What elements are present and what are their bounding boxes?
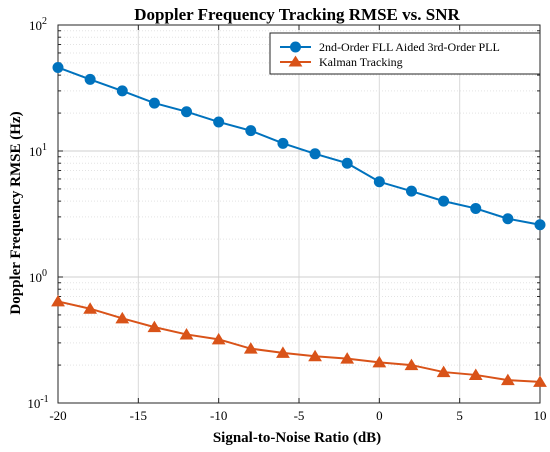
data-point-kalman: [147, 320, 162, 333]
data-point-pll: [181, 106, 193, 118]
data-point-kalman: [436, 365, 451, 378]
data-point-pll: [438, 195, 450, 207]
legend-label-pll: 2nd-Order FLL Aided 3rd-Order PLL: [319, 40, 500, 54]
y-tick-label: 101: [29, 142, 47, 159]
y-axis-label: Doppler Frequency RMSE (Hz): [8, 111, 24, 314]
data-point-pll: [245, 125, 257, 137]
data-point-pll: [470, 202, 482, 214]
legend-label-kalman: Kalman Tracking: [319, 55, 403, 69]
data-point-kalman: [372, 355, 387, 368]
x-tick-label: -15: [130, 408, 147, 423]
data-point-kalman: [404, 358, 419, 371]
data-point-pll: [148, 97, 160, 109]
data-point-pll: [309, 148, 321, 160]
data-point-pll: [502, 213, 514, 225]
legend-marker-kalman: [288, 55, 303, 67]
data-point-kalman: [179, 327, 194, 340]
data-point-pll: [534, 219, 546, 231]
data-point-kalman: [211, 332, 226, 345]
data-point-pll: [341, 157, 353, 169]
data-point-kalman: [51, 294, 65, 307]
data-point-kalman: [500, 373, 515, 386]
data-point-pll: [52, 61, 64, 73]
data-point-pll: [373, 176, 385, 188]
x-tick-label: -20: [49, 408, 66, 423]
data-point-pll: [277, 137, 289, 149]
y-tick-label: 100: [29, 268, 47, 285]
x-tick-label: -10: [210, 408, 227, 423]
x-tick-label: -5: [294, 408, 305, 423]
x-tick-label: 0: [376, 408, 383, 423]
data-point-pll: [84, 73, 96, 85]
legend-box: [269, 32, 541, 75]
series-layer: [51, 61, 547, 387]
data-point-pll: [405, 185, 417, 197]
x-axis-label: Signal-to-Noise Ratio (dB): [213, 430, 381, 446]
axis-ticks: -20 -15 -10 -5 0 5 10 10-1 100 101 102: [27, 16, 546, 423]
data-point-kalman: [468, 368, 483, 380]
data-point-kalman: [83, 302, 98, 314]
legend-marker-pll: [290, 41, 301, 53]
data-point-pll: [116, 85, 128, 97]
chart-title: Doppler Frequency Tracking RMSE vs. SNR: [134, 5, 460, 24]
data-point-kalman: [276, 346, 290, 358]
y-tick-label: 10-1: [27, 394, 48, 411]
series-line-pll: [57, 66, 541, 226]
data-point-kalman: [308, 349, 322, 362]
data-point-kalman: [340, 352, 355, 364]
y-tick-label: 102: [29, 16, 47, 33]
data-point-kalman: [115, 311, 130, 324]
x-tick-label: 10: [534, 408, 547, 423]
legend: 2nd-Order FLL Aided 3rd-Order PLL Kalman…: [269, 32, 541, 75]
data-point-pll: [213, 116, 225, 128]
grid: [57, 25, 541, 404]
data-point-kalman: [243, 342, 258, 354]
data-point-kalman: [533, 375, 547, 387]
series-line-kalman: [57, 300, 541, 383]
x-tick-label: 5: [456, 408, 463, 423]
